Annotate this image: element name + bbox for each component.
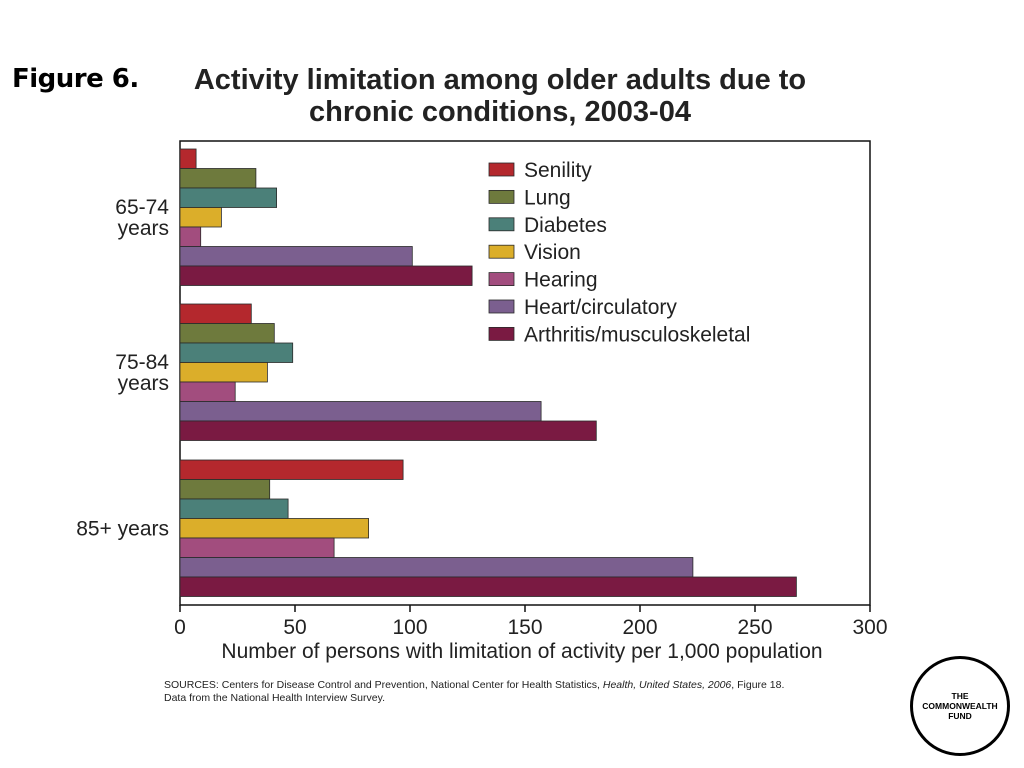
x-axis: 0 50 100 150 200 250 300 bbox=[174, 605, 888, 639]
legend-label-3: Vision bbox=[524, 241, 581, 264]
legend-swatch-0 bbox=[488, 162, 515, 177]
sources-prefix: SOURCES: Centers for Disease Control and… bbox=[164, 679, 603, 691]
bar-1-lung bbox=[179, 323, 275, 344]
bar-2-vision bbox=[179, 518, 370, 539]
bar-1-diabetes bbox=[179, 342, 294, 363]
bars bbox=[179, 148, 797, 597]
legend-label-0: Senility bbox=[524, 159, 592, 182]
x-tick-label-4: 200 bbox=[622, 616, 657, 639]
bar-2-diabetes bbox=[179, 498, 289, 519]
category-label-0-line-0: 65-74 bbox=[115, 196, 169, 219]
commonwealth-fund-logo: THE COMMONWEALTH FUND bbox=[910, 656, 1010, 756]
logo-line-3: FUND bbox=[948, 711, 972, 721]
x-axis-label: Number of persons with limitation of act… bbox=[221, 640, 822, 663]
bar-0-diabetes bbox=[179, 187, 277, 208]
legend-label-1: Lung bbox=[524, 186, 571, 209]
x-tick-label-2: 100 bbox=[392, 616, 427, 639]
sources-note: SOURCES: Centers for Disease Control and… bbox=[164, 679, 784, 705]
bar-2-arthritis-musculoskeletal bbox=[179, 576, 797, 597]
legend-swatch-5 bbox=[488, 299, 515, 314]
bar-2-lung bbox=[179, 479, 271, 500]
bar-1-arthritis-musculoskeletal bbox=[179, 420, 597, 441]
bar-0-senility bbox=[179, 148, 197, 169]
chart-title-line-2: chronic conditions, 2003-04 bbox=[309, 96, 691, 128]
category-label-2-line-0: 85+ years bbox=[76, 517, 169, 540]
legend-label-5: Heart/circulatory bbox=[524, 296, 677, 319]
x-tick-label-1: 50 bbox=[283, 616, 306, 639]
legend-swatch-4 bbox=[488, 272, 515, 287]
chart-title-line-1: Activity limitation among older adults d… bbox=[193, 64, 807, 96]
legend-swatch-2 bbox=[488, 217, 515, 232]
bar-0-heart-circulatory bbox=[179, 246, 413, 267]
category-label-0-line-1: years bbox=[118, 217, 169, 240]
bar-0-arthritis-musculoskeletal bbox=[179, 265, 473, 286]
x-tick-label-3: 150 bbox=[507, 616, 542, 639]
legend-label-4: Hearing bbox=[524, 269, 598, 292]
x-tick-label-0: 0 bbox=[174, 616, 186, 639]
bar-0-lung bbox=[179, 168, 257, 189]
bar-1-senility bbox=[179, 303, 252, 324]
logo-line-2: COMMONWEALTH bbox=[922, 701, 998, 711]
legend: Senility Lung Diabetes Vision Hearing Heart/c… bbox=[488, 159, 750, 346]
sources-italic: Health, United States, 2006 bbox=[602, 679, 732, 691]
category-label-1-line-1: years bbox=[118, 372, 169, 395]
sources-line-2: Data from the National Health Interview … bbox=[164, 692, 385, 704]
x-tick-label-5: 250 bbox=[737, 616, 772, 639]
chart-title: Activity limitation among older adults d… bbox=[150, 64, 850, 128]
bar-0-vision bbox=[179, 207, 222, 228]
bar-2-heart-circulatory bbox=[179, 557, 694, 578]
bar-2-hearing bbox=[179, 537, 335, 558]
logo-line-1: THE bbox=[951, 691, 969, 701]
legend-label-2: Diabetes bbox=[524, 214, 607, 237]
bar-0-hearing bbox=[179, 226, 202, 247]
legend-swatch-1 bbox=[488, 189, 515, 204]
x-tick-label-6: 300 bbox=[852, 616, 887, 639]
figure-label: Figure 6. bbox=[12, 64, 139, 94]
bar-1-vision bbox=[179, 362, 268, 383]
bar-2-senility bbox=[179, 459, 404, 480]
legend-swatch-6 bbox=[488, 326, 515, 341]
sources-suffix: , Figure 18. bbox=[731, 679, 785, 691]
legend-swatch-3 bbox=[488, 244, 515, 259]
bar-1-hearing bbox=[179, 381, 236, 402]
legend-label-6: Arthritis/musculoskeletal bbox=[524, 323, 750, 346]
category-label-1-line-0: 75-84 bbox=[115, 351, 169, 374]
bar-1-heart-circulatory bbox=[179, 401, 542, 422]
